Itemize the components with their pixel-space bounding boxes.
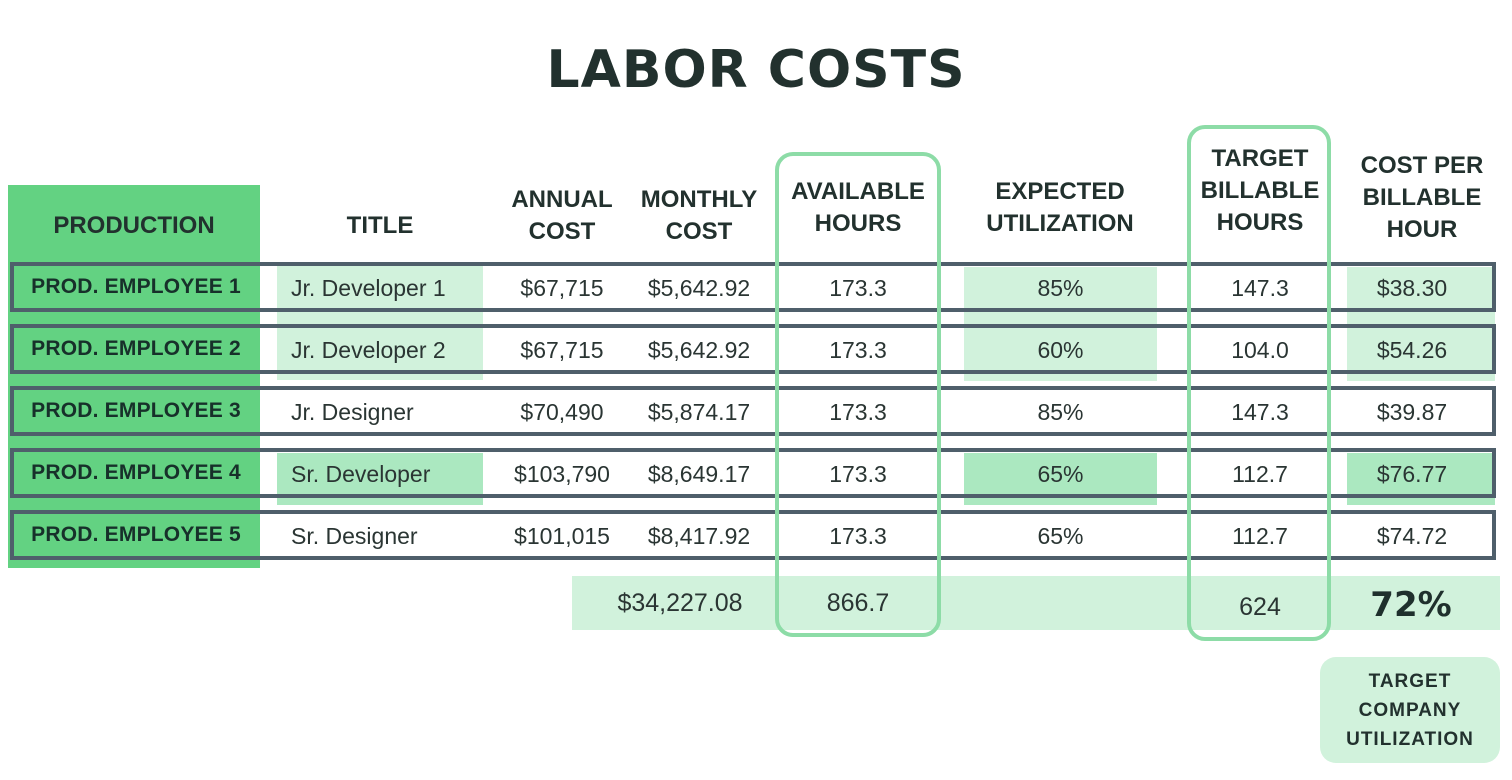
- available-hours-cell: 173.3: [829, 336, 887, 363]
- expected-utilization-cell: 85%: [1037, 274, 1084, 301]
- row-border-1: [10, 262, 1496, 312]
- title-cell: Sr. Designer: [291, 522, 418, 549]
- available-hours-cell: 173.3: [829, 522, 887, 549]
- page-title: LABOR COSTS: [546, 40, 966, 100]
- available-hours-cell: 173.3: [829, 398, 887, 425]
- expected-utilization-cell: 85%: [1037, 398, 1084, 425]
- title-cell: Sr. Developer: [291, 460, 431, 487]
- target-billable-hours-cell: 147.3: [1231, 274, 1289, 301]
- header-cost-per-billable-hour: COST PER BILLABLE HOUR: [1360, 152, 1484, 243]
- row-border-5: [10, 510, 1496, 560]
- total-available-hours: 866.7: [826, 588, 890, 617]
- title-cell: Jr. Developer 2: [291, 336, 446, 363]
- title-highlight-rows-1-2: [277, 266, 483, 380]
- monthly-cost-cell: $5,874.17: [647, 398, 751, 425]
- monthly-cost-cell: $8,417.92: [647, 522, 751, 549]
- target-billable-hours-cell: 104.0: [1231, 336, 1289, 363]
- row-border-4: [10, 448, 1496, 498]
- available-hours-cell: 173.3: [829, 460, 887, 487]
- total-monthly-cost: $34,227.08: [617, 588, 743, 617]
- annual-cost-cell: $103,790: [514, 460, 610, 487]
- row-border-3: [10, 386, 1496, 436]
- cost-per-billable-hour-cell: $74.72: [1376, 522, 1448, 549]
- target-company-utilization-label: TARGET COMPANY UTILIZATION: [1320, 657, 1500, 763]
- annual-cost-cell: $67,715: [520, 274, 604, 301]
- row-label: PROD. EMPLOYEE 4: [31, 461, 241, 484]
- expected-utilization-cell: 65%: [1037, 460, 1084, 487]
- title-cell: Jr. Designer: [291, 398, 414, 425]
- header-production: PRODUCTION: [53, 212, 215, 239]
- annual-cost-cell: $101,015: [514, 522, 610, 549]
- monthly-cost-cell: $8,649.17: [647, 460, 751, 487]
- cost-per-billable-hour-cell: $54.26: [1376, 336, 1448, 363]
- header-monthly-cost: MONTHLY COST: [640, 186, 758, 245]
- cost-per-billable-hour-cell: $76.77: [1376, 460, 1448, 487]
- header-expected-utilization: EXPECTED UTILIZATION: [986, 178, 1134, 237]
- target-billable-hours-cell: 112.7: [1232, 522, 1288, 549]
- row-label: PROD. EMPLOYEE 1: [31, 275, 241, 298]
- target-billable-hours-outline: [1187, 125, 1331, 641]
- annual-cost-cell: $70,490: [520, 398, 604, 425]
- row-label: PROD. EMPLOYEE 2: [31, 337, 241, 360]
- expected-utilization-cell: 65%: [1037, 522, 1084, 549]
- available-hours-outline: [775, 152, 941, 637]
- row-border-2: [10, 324, 1496, 374]
- target-billable-hours-cell: 112.7: [1232, 460, 1288, 487]
- cost-per-billable-hour-cell: $38.30: [1376, 274, 1448, 301]
- target-company-utilization-value: 72%: [1370, 585, 1452, 625]
- target-billable-hours-cell: 147.3: [1231, 398, 1289, 425]
- totals-band: [572, 576, 1500, 630]
- cost-per-billable-hour-cell: $39.87: [1376, 398, 1448, 425]
- production-column-bg: [8, 185, 260, 568]
- expected-utilization-cell: 60%: [1037, 336, 1084, 363]
- title-cell: Jr. Developer 1: [291, 274, 446, 301]
- monthly-cost-cell: $5,642.92: [647, 336, 751, 363]
- row-label: PROD. EMPLOYEE 3: [31, 399, 241, 422]
- monthly-cost-cell: $5,642.92: [647, 274, 751, 301]
- annual-cost-cell: $67,715: [520, 336, 604, 363]
- available-hours-cell: 173.3: [829, 274, 887, 301]
- header-annual-cost: ANNUAL COST: [511, 186, 613, 245]
- header-title: TITLE: [346, 212, 414, 239]
- total-target-billable-hours: 624: [1239, 592, 1281, 621]
- header-target-billable-hours: TARGET BILLABLE HOURS: [1200, 145, 1320, 236]
- row-label: PROD. EMPLOYEE 5: [31, 523, 241, 546]
- header-available-hours: AVAILABLE HOURS: [791, 178, 925, 237]
